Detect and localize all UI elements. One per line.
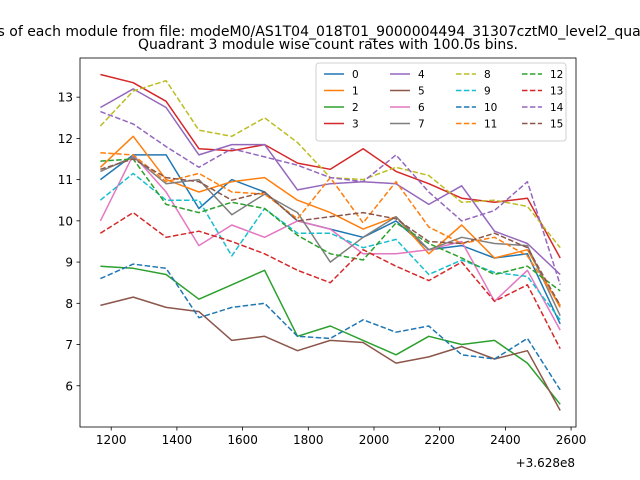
y-tick-label: 10 <box>58 214 73 228</box>
legend-label-11: 11 <box>484 119 497 131</box>
legend-label-6: 6 <box>418 102 425 114</box>
x-tick-label: 1400 <box>162 433 193 447</box>
series-line-1 <box>99 135 561 308</box>
legend-label-3: 3 <box>352 119 359 131</box>
legend-label-1: 1 <box>352 86 359 98</box>
legend-label-14: 14 <box>550 102 564 114</box>
y-tick-label: 8 <box>65 297 73 311</box>
x-tick-label: 1200 <box>96 433 127 447</box>
y-tick-label: 6 <box>65 379 73 393</box>
y-tick-label: 12 <box>58 132 73 146</box>
legend-label-0: 0 <box>352 69 359 81</box>
x-tick-label: 2000 <box>359 433 390 447</box>
legend-label-2: 2 <box>352 102 359 114</box>
legend-label-9: 9 <box>484 86 491 98</box>
legend-label-5: 5 <box>418 86 425 98</box>
legend-frame <box>315 62 567 142</box>
y-tick-label: 7 <box>65 338 73 352</box>
series-line-6 <box>99 154 561 331</box>
chart-title: Quadrant 3 module wise count rates with … <box>138 37 518 53</box>
series-line-7 <box>100 156 561 317</box>
legend-label-15: 15 <box>550 119 563 131</box>
x-tick-label: 2600 <box>556 433 587 447</box>
series-line-4 <box>100 88 561 276</box>
x-tick-label: 2400 <box>490 433 521 447</box>
plot-frame <box>79 57 577 428</box>
y-tick-label: 9 <box>65 256 73 270</box>
legend-label-13: 13 <box>550 86 563 98</box>
series-line-15 <box>100 158 561 306</box>
chart-suptitle: Light curves of each module from file: m… <box>0 24 640 40</box>
legend-label-12: 12 <box>550 69 563 81</box>
series-line-12 <box>100 158 561 292</box>
x-offset-label: +3.628e8 <box>516 456 575 470</box>
x-tick-label: 1600 <box>227 433 258 447</box>
series-line-5 <box>100 296 561 411</box>
series-line-2 <box>100 265 561 405</box>
series-line-13 <box>100 211 561 350</box>
x-tick-label: 1800 <box>293 433 324 447</box>
series-line-10 <box>100 263 561 391</box>
legend-label-8: 8 <box>484 69 491 81</box>
legend-label-10: 10 <box>484 102 497 114</box>
x-tick-label: 2200 <box>424 433 455 447</box>
y-tick-label: 11 <box>58 173 73 187</box>
axes: 1200 1400 1600 1800 2000 2200 2400 260067891011… <box>58 57 587 447</box>
series-group <box>99 73 561 411</box>
y-tick-label: 13 <box>58 91 73 105</box>
legend-label-4: 4 <box>418 69 425 81</box>
legend-label-7: 7 <box>418 119 425 131</box>
series-line-14 <box>100 110 561 286</box>
